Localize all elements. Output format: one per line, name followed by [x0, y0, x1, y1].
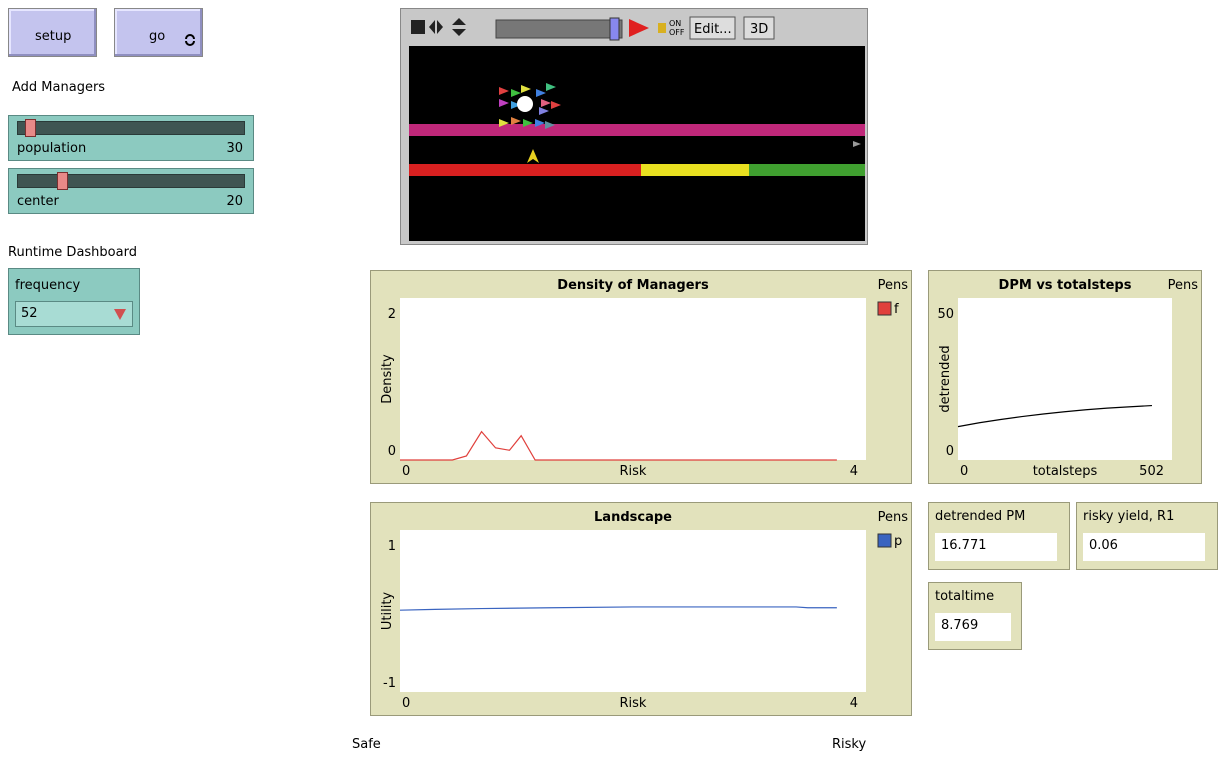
- plot-title: Density of Managers: [557, 278, 709, 293]
- y-axis-label: Density: [380, 354, 395, 404]
- note: Safe: [352, 737, 381, 752]
- x-tick-label: 502: [1139, 464, 1164, 479]
- y-tick-label: 0: [388, 444, 396, 459]
- x-tick-label: 4: [850, 464, 858, 479]
- y-tick-label: -1: [383, 676, 396, 691]
- x-tick-label: 0: [402, 464, 410, 479]
- x-axis-label: Risk: [620, 696, 647, 711]
- monitor-value: 16.771: [935, 533, 1057, 561]
- netlogo-interface: setup go Add Managers population30 cente…: [0, 0, 1223, 757]
- y-tick-label: 1: [388, 539, 396, 554]
- legend-title: Pens: [1168, 278, 1199, 293]
- plot-area: [400, 530, 866, 692]
- legend-label: p: [894, 534, 902, 549]
- note: Risky: [832, 737, 866, 752]
- x-tick-label: 4: [850, 696, 858, 711]
- legend-label: f: [894, 302, 899, 317]
- monitor-label: risky yield, R1: [1083, 509, 1174, 524]
- plots: Density of Managers Pens Risk Density 0 4 0 2 f L…: [0, 0, 1223, 757]
- monitor-value: 8.769: [935, 613, 1011, 641]
- plot-title: Landscape: [594, 510, 672, 525]
- y-tick-label: 0: [946, 444, 954, 459]
- monitor-value: 0.06: [1083, 533, 1205, 561]
- x-tick-label: 0: [960, 464, 968, 479]
- monitor-label: detrended PM: [935, 509, 1025, 524]
- monitor: detrended PM 16.771: [928, 502, 1070, 570]
- y-tick-label: 50: [937, 307, 954, 322]
- legend-swatch: [878, 302, 891, 315]
- legend-title: Pens: [878, 510, 909, 525]
- monitor: totaltime 8.769: [928, 582, 1022, 650]
- y-tick-label: 2: [388, 307, 396, 322]
- legend-swatch: [878, 534, 891, 547]
- x-axis-label: Risk: [620, 464, 647, 479]
- x-axis-label: totalsteps: [1033, 464, 1098, 479]
- monitor: risky yield, R1 0.06: [1076, 502, 1218, 570]
- y-axis-label: Utility: [380, 592, 395, 631]
- monitor-label: totaltime: [935, 589, 994, 604]
- plot-area: [958, 298, 1172, 460]
- x-tick-label: 0: [402, 696, 410, 711]
- plot-area: [400, 298, 866, 460]
- legend-title: Pens: [878, 278, 909, 293]
- plot-title: DPM vs totalsteps: [999, 278, 1132, 293]
- y-axis-label: detrended: [938, 345, 953, 412]
